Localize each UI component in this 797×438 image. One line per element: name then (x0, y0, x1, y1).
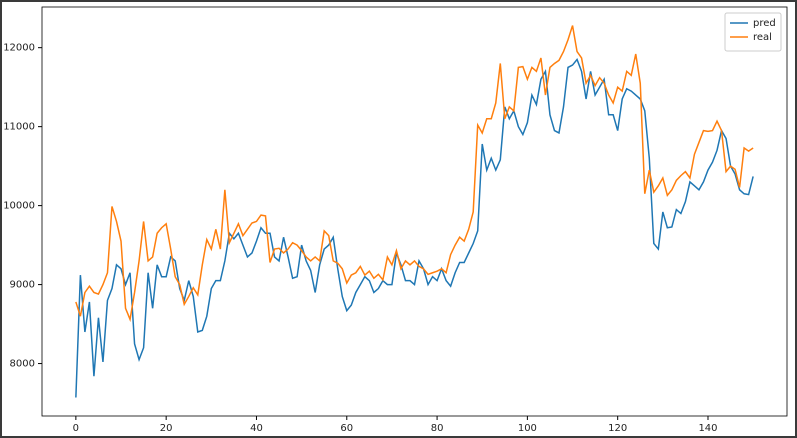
plot-frame (41, 6, 788, 417)
y-tick-label: 11000 (3, 122, 35, 133)
y-tick-label: 12000 (3, 43, 35, 54)
x-tick-label: 80 (431, 423, 444, 434)
legend-label: real (753, 32, 772, 43)
x-tick-label: 0 (73, 423, 79, 434)
y-tick-label: 9000 (10, 280, 35, 291)
y-tick-label: 8000 (10, 359, 35, 370)
x-tick-label: 100 (518, 423, 537, 434)
x-tick-label: 140 (698, 423, 717, 434)
x-tick-label: 40 (250, 423, 263, 434)
x-tick-label: 20 (160, 423, 173, 434)
legend-label: pred (753, 18, 776, 29)
x-tick-label: 60 (340, 423, 353, 434)
series-line (75, 25, 754, 323)
y-tick-label: 10000 (3, 201, 35, 212)
x-tick-label: 120 (608, 423, 627, 434)
